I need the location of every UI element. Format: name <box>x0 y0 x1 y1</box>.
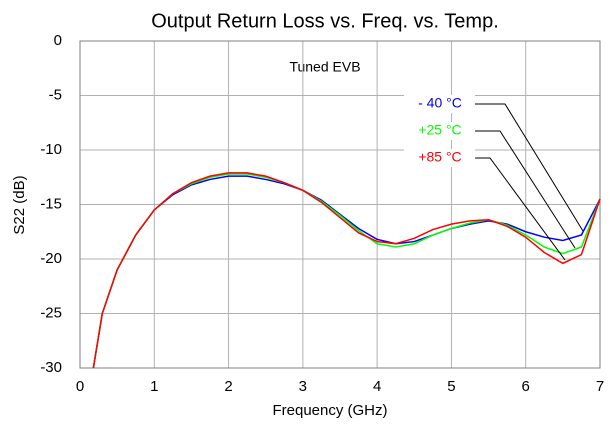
y-tick-label: -15 <box>40 195 62 212</box>
x-tick-label: 1 <box>150 378 158 395</box>
x-tick-label: 5 <box>447 378 455 395</box>
legend-box <box>404 95 475 113</box>
x-tick-label: 3 <box>299 378 307 395</box>
annotation: Tuned EVB <box>289 59 360 75</box>
y-tick-label: -25 <box>40 304 62 321</box>
plot-frame <box>79 40 601 369</box>
legend-label: +25 °C <box>418 122 461 138</box>
x-tick-label: 4 <box>373 378 381 395</box>
y-tick-label: -20 <box>40 250 62 267</box>
leader-line <box>475 103 584 232</box>
x-tick-label: 6 <box>522 378 530 395</box>
leader-line <box>475 130 576 249</box>
x-tick-label: 7 <box>596 378 604 395</box>
legend-box <box>404 122 475 140</box>
legend-label: +85 °C <box>418 149 461 165</box>
y-tick-label: -5 <box>49 86 62 103</box>
y-tick-label: 0 <box>54 32 62 49</box>
x-tick-label: 0 <box>76 378 84 395</box>
leader-line <box>475 157 566 261</box>
series-line <box>92 172 601 369</box>
y-tick-label: -10 <box>40 141 62 158</box>
chart-title: Output Return Loss vs. Freq. vs. Temp. <box>151 10 499 32</box>
x-axis-label: Frequency (GHz) <box>272 402 387 419</box>
legend-leaders <box>475 103 584 261</box>
legend-label: - 40 °C <box>418 95 462 111</box>
y-tick-label: -30 <box>40 359 62 376</box>
legend-box <box>404 149 475 167</box>
y-axis-label: S22 (dB) <box>11 175 28 234</box>
x-tick-label: 2 <box>224 378 232 395</box>
